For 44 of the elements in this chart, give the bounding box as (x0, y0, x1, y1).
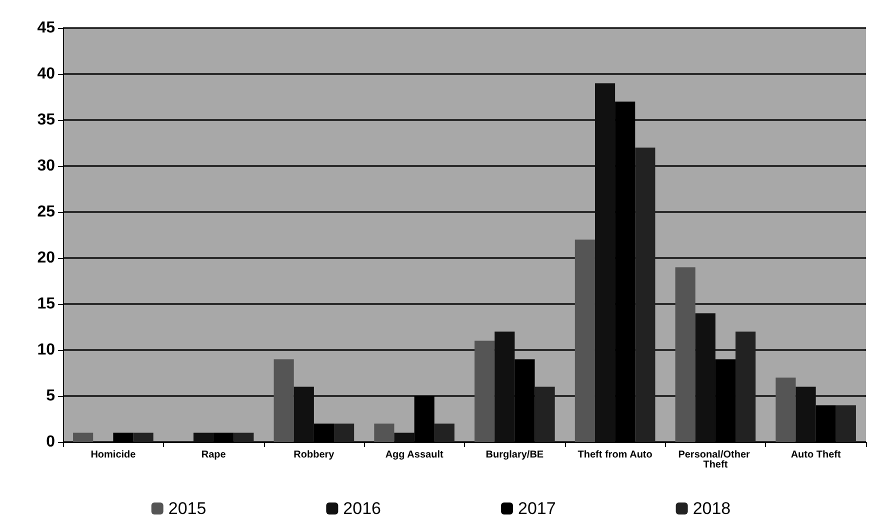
y-tick-label: 5 (46, 388, 56, 404)
bar (635, 148, 656, 442)
bar (193, 432, 214, 442)
bar (695, 313, 716, 442)
y-tick-label: 10 (37, 342, 56, 358)
legend-label: 2015 (168, 499, 206, 518)
x-tick-label: Homicide (90, 450, 136, 460)
y-tick-label: 20 (37, 250, 56, 266)
legend-label: 2018 (692, 499, 731, 518)
y-tick-label: 40 (37, 66, 56, 82)
legend-label: 2016 (343, 499, 382, 518)
bar (534, 386, 555, 442)
bar (234, 432, 254, 442)
bar (434, 424, 454, 442)
bar (574, 240, 595, 442)
bar (73, 432, 94, 442)
x-tick-label: Burglary/BE (486, 450, 544, 460)
bar (796, 386, 816, 442)
bar (394, 432, 414, 442)
y-tick-label: 45 (37, 20, 56, 36)
y-tick-label: 15 (37, 296, 56, 312)
x-tick-label: Rape (201, 450, 226, 460)
bar (274, 359, 294, 442)
x-tick-label: Robbery (294, 450, 335, 460)
x-tick-label: Agg Assault (385, 450, 444, 460)
legend-label: 2017 (518, 499, 556, 518)
bar (474, 340, 495, 442)
y-tick-label: 0 (46, 434, 56, 450)
bar (133, 432, 154, 442)
bar (776, 378, 796, 442)
x-tick-label: Theft from Auto (578, 450, 652, 460)
y-tick-label: 30 (37, 158, 56, 174)
bar (836, 405, 856, 442)
bar (294, 386, 314, 442)
x-tick-label: Personal/Other Theft (678, 450, 753, 470)
bar (736, 332, 756, 442)
bar (374, 424, 394, 442)
bar (334, 424, 354, 442)
bar (675, 267, 696, 442)
y-tick-label: 35 (37, 112, 56, 128)
bar (594, 83, 616, 442)
y-tick-label: 25 (37, 204, 56, 220)
x-tick-label: Auto Theft (790, 450, 842, 460)
bar (494, 332, 515, 442)
